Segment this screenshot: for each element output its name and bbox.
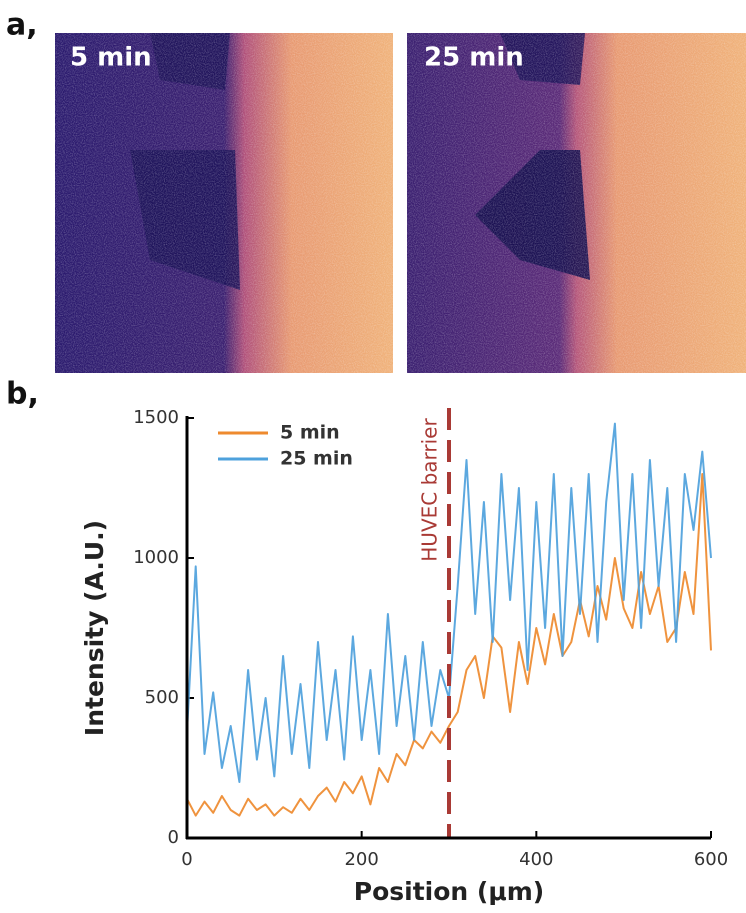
y-tick-label: 500 xyxy=(145,687,179,708)
image-label: 5 min xyxy=(70,43,152,73)
x-tick-label: 200 xyxy=(344,849,378,870)
image-25min: 25 min xyxy=(407,33,746,373)
chart: 0 500 1000 1500 0 200 400 600 HUVEC barrier 5 min… xyxy=(80,407,728,906)
legend-label: 25 min xyxy=(280,448,353,470)
y-axis-title: Intensity (A.U.) xyxy=(80,520,109,736)
annotation: HUVEC barrier xyxy=(418,418,442,562)
x-tick-label: 0 xyxy=(181,849,192,870)
data-line xyxy=(186,473,712,817)
y-tick-label: 1500 xyxy=(133,407,179,428)
panel-label: a, xyxy=(6,8,38,43)
x-tick-label: 400 xyxy=(519,849,553,870)
legend-label: 5 min xyxy=(280,422,340,444)
y-tick-label: 1000 xyxy=(133,547,179,568)
y-tick-label: 0 xyxy=(168,827,179,848)
x-axis-title: Position (μm) xyxy=(354,877,544,906)
image-label: 25 min xyxy=(424,43,524,73)
image-5min: 5 min xyxy=(55,33,393,373)
x-tick-label: 600 xyxy=(694,849,728,870)
panel-label: b, xyxy=(6,377,39,412)
